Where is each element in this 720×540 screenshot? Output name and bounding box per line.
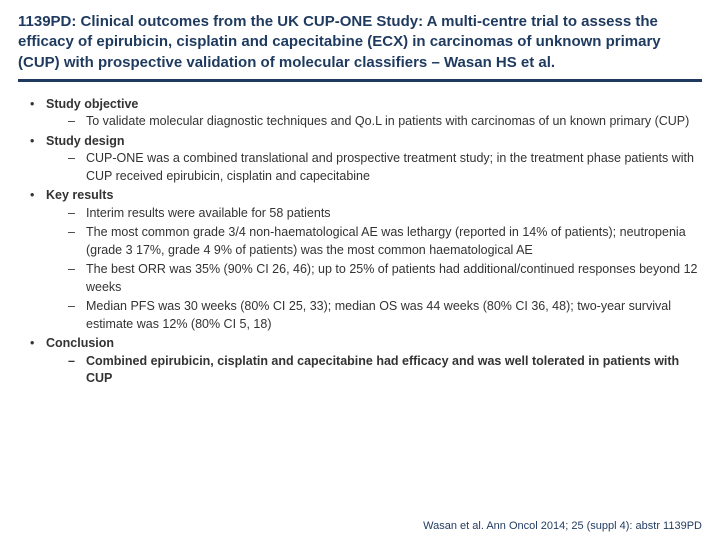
section-items: CUP-ONE was a combined translational and…: [46, 150, 702, 185]
section-items: Combined epirubicin, cisplatin and capec…: [46, 353, 702, 388]
list-item: The most common grade 3/4 non-haematolog…: [68, 224, 702, 259]
section-label: Study design: [46, 134, 124, 148]
section-objective: Study objective To validate molecular di…: [30, 96, 702, 131]
section-items: Interim results were available for 58 pa…: [46, 205, 702, 334]
section-list: Study objective To validate molecular di…: [18, 96, 702, 388]
slide-title: 1139PD: Clinical outcomes from the UK CU…: [18, 12, 702, 82]
slide-body: Study objective To validate molecular di…: [18, 96, 702, 388]
list-item: CUP-ONE was a combined translational and…: [68, 150, 702, 185]
section-conclusion: Conclusion Combined epirubicin, cisplati…: [30, 335, 702, 388]
section-label: Study objective: [46, 97, 138, 111]
list-item: Interim results were available for 58 pa…: [68, 205, 702, 223]
list-item: To validate molecular diagnostic techniq…: [68, 113, 702, 131]
section-label: Key results: [46, 188, 113, 202]
citation: Wasan et al. Ann Oncol 2014; 25 (suppl 4…: [423, 520, 702, 532]
section-results: Key results Interim results were availab…: [30, 187, 702, 333]
section-label: Conclusion: [46, 336, 114, 350]
section-design: Study design CUP-ONE was a combined tran…: [30, 133, 702, 186]
list-item: Median PFS was 30 weeks (80% CI 25, 33);…: [68, 298, 702, 333]
list-item: Combined epirubicin, cisplatin and capec…: [68, 353, 702, 388]
section-items: To validate molecular diagnostic techniq…: [46, 113, 702, 131]
list-item: The best ORR was 35% (90% CI 26, 46); up…: [68, 261, 702, 296]
